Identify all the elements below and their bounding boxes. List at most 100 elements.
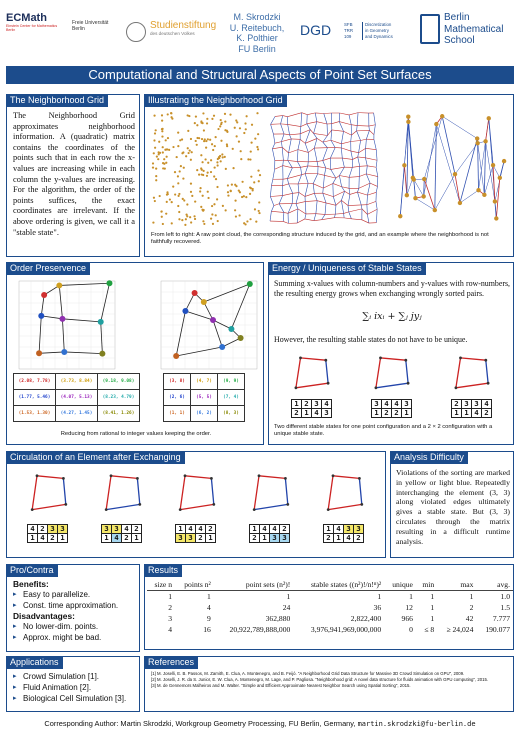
cloud-point [200,205,203,209]
results-cell: 1.5 [500,603,511,612]
cloud-point [257,180,260,183]
perm-cell: 1 [371,408,382,418]
cloud-point [189,158,192,161]
cloud-point [213,166,216,169]
grid-edge [349,176,360,178]
circulation-figures [30,474,364,511]
application-item: Fluid Animation [2]. [13,682,137,693]
perm-cell: 2 [323,533,334,543]
grid-edge [351,124,358,126]
cloud-point [157,153,160,156]
energy-heading: Energy / Uniqueness of Stable States [268,262,426,275]
graph-node [41,291,48,298]
arrow-edge [295,357,302,388]
affiliation: FU Berlin [238,43,276,54]
table-row: 2 4 24 36 12 1 2 1.5 [147,602,513,613]
cloud-point [250,123,254,126]
graph-node [59,315,66,322]
arrow-edge [184,475,212,480]
grid-edge [459,189,479,204]
arrow-node [284,477,287,480]
arrow-node [324,358,328,362]
cloud-point [180,138,184,141]
grid-edge [271,211,284,213]
perm-cell: 3 [279,533,290,543]
order-table-cell: (9.18, 9.08) [97,373,140,390]
dgd-logo: DGD [300,22,340,42]
sfb-text-2: in Geometry [365,28,389,33]
arrow-edge [110,475,138,480]
grid-edge [310,129,314,134]
grid-edge [304,201,307,215]
grid-edge [297,218,305,224]
results-cell: 42 [465,614,474,623]
cloud-point [177,204,180,208]
grid-edge [332,177,337,184]
cloud-point [221,204,224,208]
bms-mark-icon [420,14,440,44]
cloud-point [226,191,230,194]
graph-edge [40,294,45,316]
grid-edge [442,116,478,139]
grid-edge [314,112,318,122]
cloud-point [216,185,219,189]
grid-edge [322,135,328,143]
arrow-edge [295,382,329,389]
grid-edge [492,165,501,178]
cloud-point [209,170,213,174]
results-column-header: unique [384,579,416,591]
graph-node [61,348,68,355]
grid-edge [406,177,414,196]
arrow-node [360,503,364,506]
grid-edge [485,118,490,142]
grid-edge [291,193,293,204]
grid-edge [341,186,345,192]
grid-edge [341,141,351,145]
energy-figures [294,356,490,390]
grid-edge [297,174,302,185]
grid-edge [273,134,276,144]
perm-cell: 1 [27,533,38,543]
ecmath-logo-text: ECMath [6,12,47,24]
cloud-point [165,155,168,158]
grid-edge [341,131,344,144]
procontra-heading: Pro/Contra [6,564,58,577]
grid-edge [281,146,289,154]
grid-edge [342,157,353,160]
cloud-point [153,132,157,135]
graph-node [191,290,198,296]
grid-point [421,194,426,199]
cloud-point [226,184,230,187]
cloud-point [166,136,170,140]
order-table-cell: (3, 8) [163,373,191,390]
order-table-cell: (4.27, 1.45) [55,405,98,422]
cloud-point [237,189,240,192]
results-cell: 1 [430,614,435,623]
results-table: size n points n² point sets (n²)! stable st… [147,579,513,635]
grid-edge [297,149,309,153]
circulation-heading: Circulation of an Element after Exchangi… [6,451,185,464]
arrow-node [286,503,290,506]
grid-edge [280,123,285,135]
results-column-header: min [415,579,438,591]
cloud-point [198,173,201,176]
cloud-point [214,178,218,181]
grid-edge [297,183,300,193]
cloud-point [257,169,260,172]
grid-edge [304,173,309,184]
benefits-list: Easy to parallelize. Const. time approxi… [13,589,137,611]
cloud-point [190,221,193,224]
grid-edge [350,150,353,160]
cloud-point [203,140,206,143]
cloud-point [211,222,215,225]
grid-edge [373,139,377,150]
cloud-point [250,141,253,144]
cloud-point [214,214,217,217]
illustrating-box: Illustrating the Neighborhood Grid From … [144,94,514,257]
footer-email[interactable]: martin.skrodzki@fu-berlin.de [357,720,476,728]
perm-cell: 3 [175,533,186,543]
grid-edge [274,141,282,144]
order-table-cell: (8.23, 4.79) [97,389,140,406]
arrow-node [183,474,187,478]
perm-cell: 4 [37,533,48,543]
